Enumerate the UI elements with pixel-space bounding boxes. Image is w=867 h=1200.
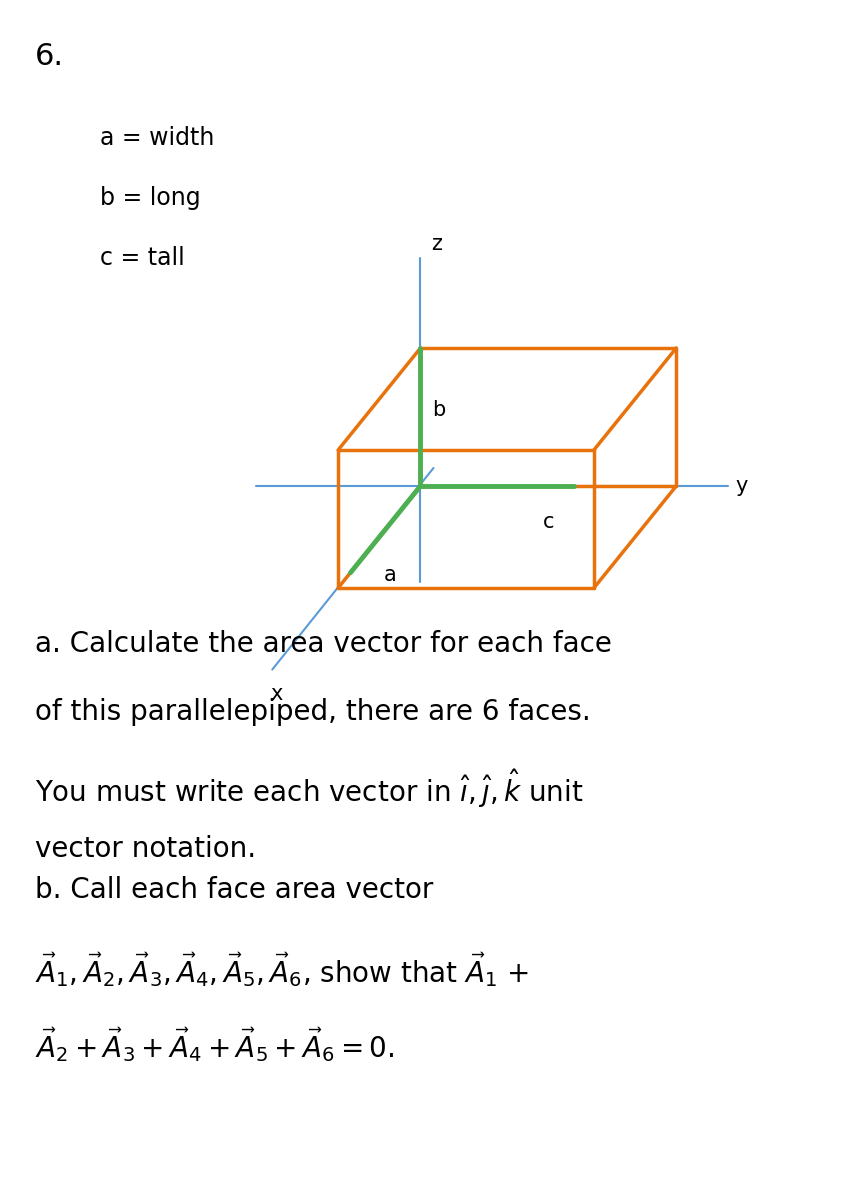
Text: You must write each vector in $\hat{\imath}, \hat{\jmath}, \hat{k}$ unit: You must write each vector in $\hat{\ima… xyxy=(35,767,583,810)
Text: $\vec{A}_1, \vec{A}_2, \vec{A}_3, \vec{A}_4, \vec{A}_5, \vec{A}_6$, show that $\: $\vec{A}_1, \vec{A}_2, \vec{A}_3, \vec{A… xyxy=(35,950,529,989)
Text: b = long: b = long xyxy=(100,186,200,210)
Text: vector notation.: vector notation. xyxy=(35,835,256,863)
Text: $\vec{A}_2 + \vec{A}_3 + \vec{A}_4 + \vec{A}_5 + \vec{A}_6 = 0$.: $\vec{A}_2 + \vec{A}_3 + \vec{A}_4 + \ve… xyxy=(35,1025,394,1063)
Text: of this parallelepiped, there are 6 faces.: of this parallelepiped, there are 6 face… xyxy=(35,698,590,726)
Text: a: a xyxy=(384,565,397,586)
Text: x: x xyxy=(271,684,283,704)
Text: a. Calculate the area vector for each face: a. Calculate the area vector for each fa… xyxy=(35,630,611,658)
Text: y: y xyxy=(735,476,747,496)
Text: b: b xyxy=(432,400,445,420)
Text: c: c xyxy=(543,512,554,533)
Text: z: z xyxy=(431,234,442,254)
Text: 6.: 6. xyxy=(35,42,63,71)
Text: a = width: a = width xyxy=(100,126,214,150)
Text: b. Call each face area vector: b. Call each face area vector xyxy=(35,876,433,904)
Text: c = tall: c = tall xyxy=(100,246,185,270)
